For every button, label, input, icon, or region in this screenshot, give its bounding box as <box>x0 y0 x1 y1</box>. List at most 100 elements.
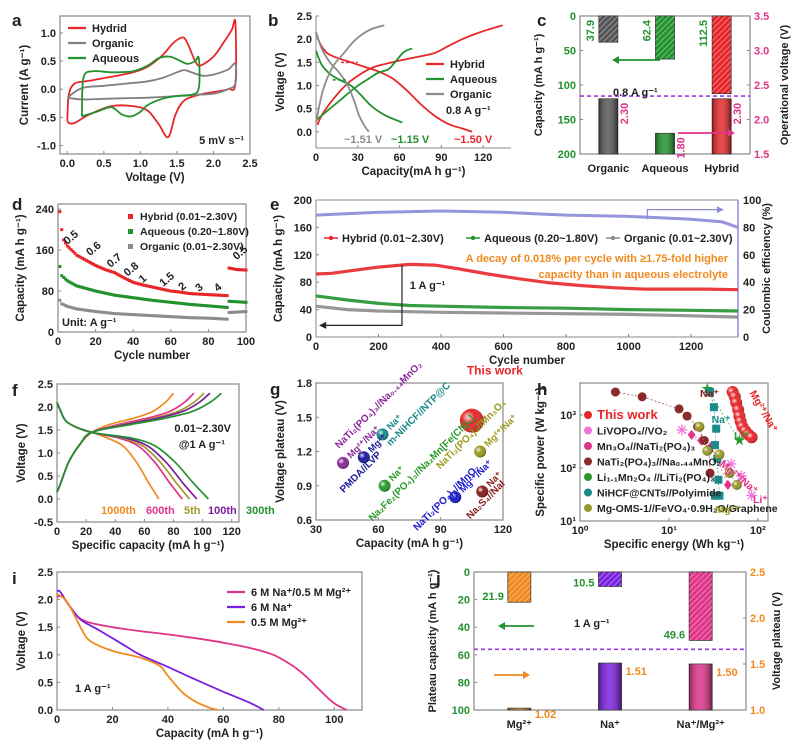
right-tick-label: 2.0 <box>750 613 765 625</box>
data-point <box>674 404 684 414</box>
y-axis-label: Specific power (W kg⁻¹) <box>535 387 547 517</box>
y-tick-label: 160 <box>294 222 312 234</box>
data-point <box>193 303 197 307</box>
discharge-curve-300th <box>56 402 210 500</box>
x-tick-label: 60 <box>217 714 229 726</box>
panel-letter-g: g <box>270 380 280 399</box>
data-point <box>711 491 720 500</box>
point-highlight <box>745 431 758 444</box>
right-arrowhead-icon <box>523 671 530 679</box>
data-point <box>218 305 222 309</box>
y-axis-label: Capacity (mA h g⁻¹) <box>273 215 285 322</box>
data-point <box>133 296 137 300</box>
right-axis-arrow-icon <box>646 208 720 220</box>
ion-label: Li⁺ <box>753 494 768 506</box>
data-point <box>225 294 229 298</box>
panel-g: g 30 60 90 120 0.6 0.9 1.2 1.5 1.8 Capacity (mA h … <box>270 360 523 550</box>
legend-marker <box>584 457 592 466</box>
data-point <box>171 289 175 293</box>
data-point <box>64 241 68 245</box>
data-point <box>71 250 75 254</box>
data-point <box>233 310 237 314</box>
data-point <box>152 314 156 318</box>
y-axis-label: Voltage (V) <box>275 52 287 111</box>
legend-label: Li₁.₁Mn₂O₄ //LiTi₂(PO₄)₃ <box>597 472 715 484</box>
data-point <box>236 268 240 272</box>
data-point <box>171 301 175 305</box>
data-point <box>173 289 177 293</box>
data-point <box>223 294 227 298</box>
data-point <box>103 268 107 272</box>
y-tick-label: 1.5 <box>38 622 53 634</box>
data-point <box>127 295 131 299</box>
legend-label: Organic (0.01~2.30V) <box>624 233 733 245</box>
data-point <box>141 297 145 301</box>
panel-a: a 0.0 0.5 1.0 1.5 2.0 2.5 -1.0 -0.5 0.0 0.5 1.0 Volt… <box>12 11 258 184</box>
data-point <box>107 311 111 315</box>
data-point <box>94 263 98 267</box>
data-point <box>77 284 81 288</box>
data-point <box>705 468 715 478</box>
data-point <box>142 283 146 287</box>
y-tick-label: -1.0 <box>37 141 56 153</box>
gcd-curve <box>315 31 473 133</box>
panel-letter-h: h <box>537 380 547 399</box>
data-point <box>206 293 210 297</box>
y-tick-label: 120 <box>294 250 312 262</box>
voltage-value-label: 1.50 <box>716 667 737 679</box>
left-tick-label: 100 <box>558 80 576 92</box>
data-point <box>214 293 218 297</box>
data-point <box>105 311 109 315</box>
right-tick-label: 80 <box>743 222 755 234</box>
capacity-bar-hatch <box>689 572 713 641</box>
point-highlight <box>376 428 389 441</box>
capacity-bar-hatch <box>598 16 618 43</box>
panel-letter-f: f <box>12 381 18 400</box>
data-point <box>127 312 131 316</box>
data-point <box>199 292 203 296</box>
data-point <box>227 266 231 270</box>
data-point <box>176 290 180 294</box>
current-density-label: 1 A g⁻¹ <box>410 280 446 292</box>
x-tick-label: 40 <box>127 336 139 348</box>
decay-annotation: capacity than in aqueous electrolyte <box>538 269 728 281</box>
panel-j: j 0 20 40 60 80 100 1.0 1.5 2.0 2.5 Plateau capacit… <box>427 567 783 731</box>
legend-label: NiHCF@CNTs//Polyimide <box>597 488 722 500</box>
capacity-value-label: 62.4 <box>642 19 654 41</box>
data-point <box>173 301 177 305</box>
data-point <box>133 281 137 285</box>
data-point <box>235 310 239 314</box>
data-point <box>122 312 126 316</box>
data-point <box>60 302 64 306</box>
data-point <box>223 317 227 321</box>
data-point <box>208 293 212 297</box>
y-axis-label: Voltage (V) <box>16 611 28 670</box>
x-tick-label: 20 <box>106 714 118 726</box>
data-point <box>203 292 207 296</box>
data-point <box>197 292 201 296</box>
data-point <box>139 282 143 286</box>
data-point <box>161 287 165 291</box>
voltage-value-label: 2.30 <box>732 103 744 124</box>
y-tick-label: 0.5 <box>38 471 53 483</box>
data-point: ★ <box>734 432 746 447</box>
plot-frame <box>56 571 363 711</box>
data-point <box>159 287 163 291</box>
capacity-value-label: 37.9 <box>585 20 597 41</box>
category-label: Aqueous <box>641 163 688 175</box>
legend-marker <box>584 411 592 419</box>
x-tick-label: 30 <box>352 152 364 164</box>
data-point <box>210 316 214 320</box>
data-point <box>80 308 84 312</box>
data-point <box>62 275 66 279</box>
y-tick-label: 0.0 <box>38 494 53 506</box>
data-point <box>182 302 186 306</box>
x-axis-label: Capacity(mA h g⁻¹) <box>361 166 465 178</box>
data-point <box>112 293 116 297</box>
data-point <box>148 285 152 289</box>
data-point <box>233 300 237 304</box>
left-tick-label: 80 <box>458 677 470 689</box>
data-point <box>65 279 69 283</box>
charge-curve-1000th <box>56 392 175 493</box>
data-point <box>86 308 90 312</box>
